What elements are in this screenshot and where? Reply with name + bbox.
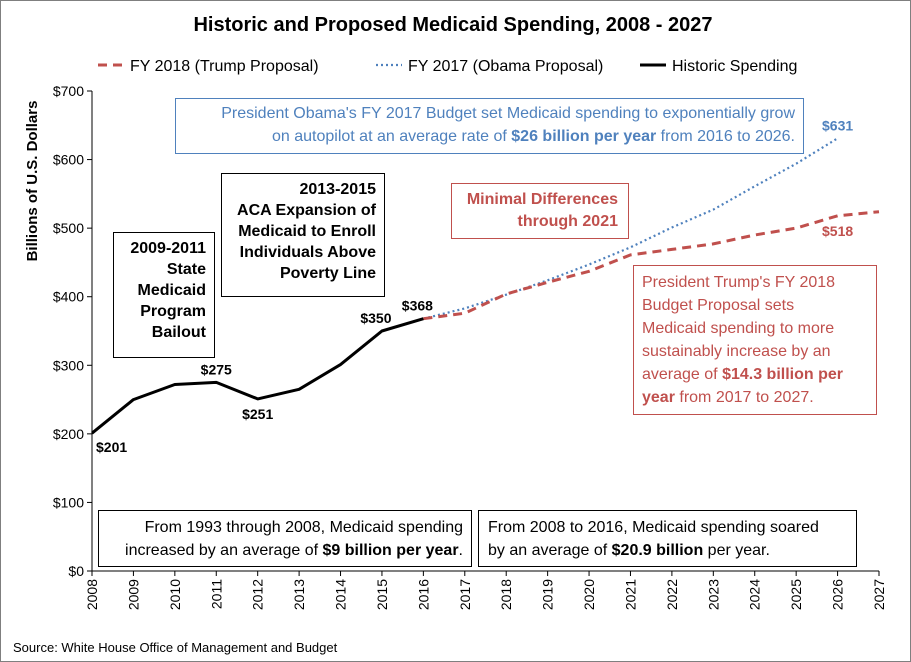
history-1993-line: From 1993 through 2008, Medicaid spendin… [144, 519, 463, 536]
x-tick-label: 2025 [788, 579, 804, 610]
y-tick-label: $100 [53, 494, 84, 510]
x-tick-label: 2022 [664, 579, 680, 610]
data-label: $275 [201, 361, 232, 377]
x-tick-label: 2027 [871, 579, 887, 610]
trump-note-line: average of $14.3 billion per [642, 363, 876, 386]
annotation-trump-note: President Trump's FY 2018 Budget Proposa… [633, 265, 877, 415]
series-line-fy-2018-trump-proposal [423, 210, 880, 321]
series-line-historic-spending [91, 317, 424, 435]
x-tick-label: 2015 [374, 579, 390, 610]
x-tick-label: 2023 [705, 579, 721, 610]
x-tick-label: 2020 [581, 579, 597, 610]
data-label: $518 [822, 223, 853, 239]
data-label: $368 [402, 298, 433, 314]
trump-note-line: President Trump's FY 2018 [642, 274, 836, 291]
obama-note-line: on autopilot at an average rate of $26 b… [176, 125, 795, 148]
trump-note-line: year from 2017 to 2027. [642, 386, 876, 409]
x-tick-label: 2012 [250, 579, 266, 610]
history-2008-line: From 2008 to 2016, Medicaid spending soa… [488, 519, 819, 536]
y-axis-label: Billions of U.S. Dollars [24, 101, 41, 262]
aca-line: Poverty Line [279, 265, 376, 282]
x-tick-label: 2019 [540, 579, 556, 610]
obama-note-line: President Obama's FY 2017 Budget set Med… [221, 105, 795, 122]
legend-label: FY 2017 (Obama Proposal) [408, 58, 603, 75]
x-tick-label: 2018 [498, 579, 514, 610]
trump-note-line: sustainably increase by an [642, 343, 831, 360]
data-label: $201 [96, 439, 127, 455]
history-2008-text: by an average of [488, 542, 612, 559]
x-tick-label: 2008 [84, 579, 100, 610]
annotation-history-1993: From 1993 through 2008, Medicaid spendin… [98, 510, 472, 567]
series-layer [91, 137, 880, 435]
data-label: $631 [822, 117, 853, 133]
chart-axes: $0 $100 $200 $300 $400 $500 $600 $700 2008 2009 20… [53, 83, 887, 610]
trump-note-line: Budget Proposal sets [642, 297, 795, 314]
obama-note-highlight: $26 billion per year [511, 128, 657, 145]
history-1993-line: increased by an average of $9 billion pe… [99, 539, 463, 562]
y-tick-label: $300 [53, 357, 84, 373]
data-label: $251 [242, 406, 273, 422]
history-1993-text: . [458, 542, 463, 559]
history-2008-text: per year. [703, 542, 770, 559]
x-tick-label: 2010 [167, 579, 183, 610]
trump-note-text: average of [642, 366, 723, 383]
x-tick-label: 2021 [622, 579, 638, 610]
obama-note-text: from 2016 to 2026. [656, 128, 795, 145]
x-tick-label: 2016 [415, 579, 431, 610]
annotation-obama-note: President Obama's FY 2017 Budget set Med… [175, 98, 804, 154]
y-tick-label: $500 [53, 220, 84, 236]
aca-line: Individuals Above [239, 244, 376, 261]
aca-line: ACA Expansion of [237, 202, 376, 219]
legend-label: FY 2018 (Trump Proposal) [130, 58, 319, 75]
annotation-history-2008: From 2008 to 2016, Medicaid spending soa… [478, 510, 857, 567]
bailout-line: Bailout [151, 324, 206, 341]
trump-note-highlight: $14.3 billion per [722, 366, 843, 383]
aca-line: Medicaid to Enroll [238, 223, 376, 240]
minimal-diff-line: Minimal Differences [466, 191, 618, 208]
annotation-minimal-differences: Minimal Differences through 2021 [451, 183, 629, 239]
x-tick-label: 2024 [747, 579, 763, 610]
y-tick-label: $700 [53, 83, 84, 99]
minimal-diff-line: through 2021 [517, 213, 618, 230]
trump-note-line: Medicaid spending to more [642, 320, 835, 337]
history-2008-line: by an average of $20.9 billion per year. [488, 539, 856, 562]
data-labels: $201 $275 $251 $350 $368 $631 $518 [96, 117, 853, 455]
x-tick-label: 2009 [125, 579, 141, 610]
data-label: $350 [360, 310, 391, 326]
chart-legend: FY 2018 (Trump Proposal) FY 2017 (Obama P… [98, 58, 797, 75]
history-1993-highlight: $9 billion per year [322, 542, 459, 559]
trump-note-highlight: year [642, 389, 675, 406]
obama-note-text: on autopilot at an average rate of [272, 128, 512, 145]
y-tick-label: $400 [53, 289, 84, 305]
bailout-line: Medicaid [137, 282, 206, 299]
history-1993-text: increased by an average of [125, 542, 323, 559]
bailout-line: Program [140, 303, 206, 320]
bailout-line: State [166, 261, 206, 278]
source-note: Source: White House Office of Management… [13, 640, 338, 655]
x-tick-label: 2013 [291, 579, 307, 610]
trump-note-text: from 2017 to 2027. [674, 389, 814, 406]
legend-label: Historic Spending [672, 58, 797, 75]
chart-title: Historic and Proposed Medicaid Spending,… [193, 14, 712, 36]
history-2008-highlight: $20.9 billion [611, 542, 704, 559]
y-tick-label: $600 [53, 152, 84, 168]
annotation-aca-expansion: 2013-2015 ACA Expansion of Medicaid to E… [221, 173, 385, 297]
x-tick-label: 2026 [830, 579, 846, 610]
x-tick-label: 2017 [457, 579, 473, 610]
x-tick-label: 2014 [333, 579, 349, 610]
aca-line: 2013-2015 [299, 181, 376, 198]
bailout-line: 2009-2011 [130, 240, 206, 257]
series-line-fy-2017-obama-proposal [423, 137, 839, 320]
y-tick-label: $200 [53, 426, 84, 442]
y-tick-label: $0 [68, 563, 84, 579]
annotation-state-bailout: 2009-2011 State Medicaid Program Bailout [113, 232, 215, 358]
x-tick-label: 2011 [208, 579, 224, 609]
